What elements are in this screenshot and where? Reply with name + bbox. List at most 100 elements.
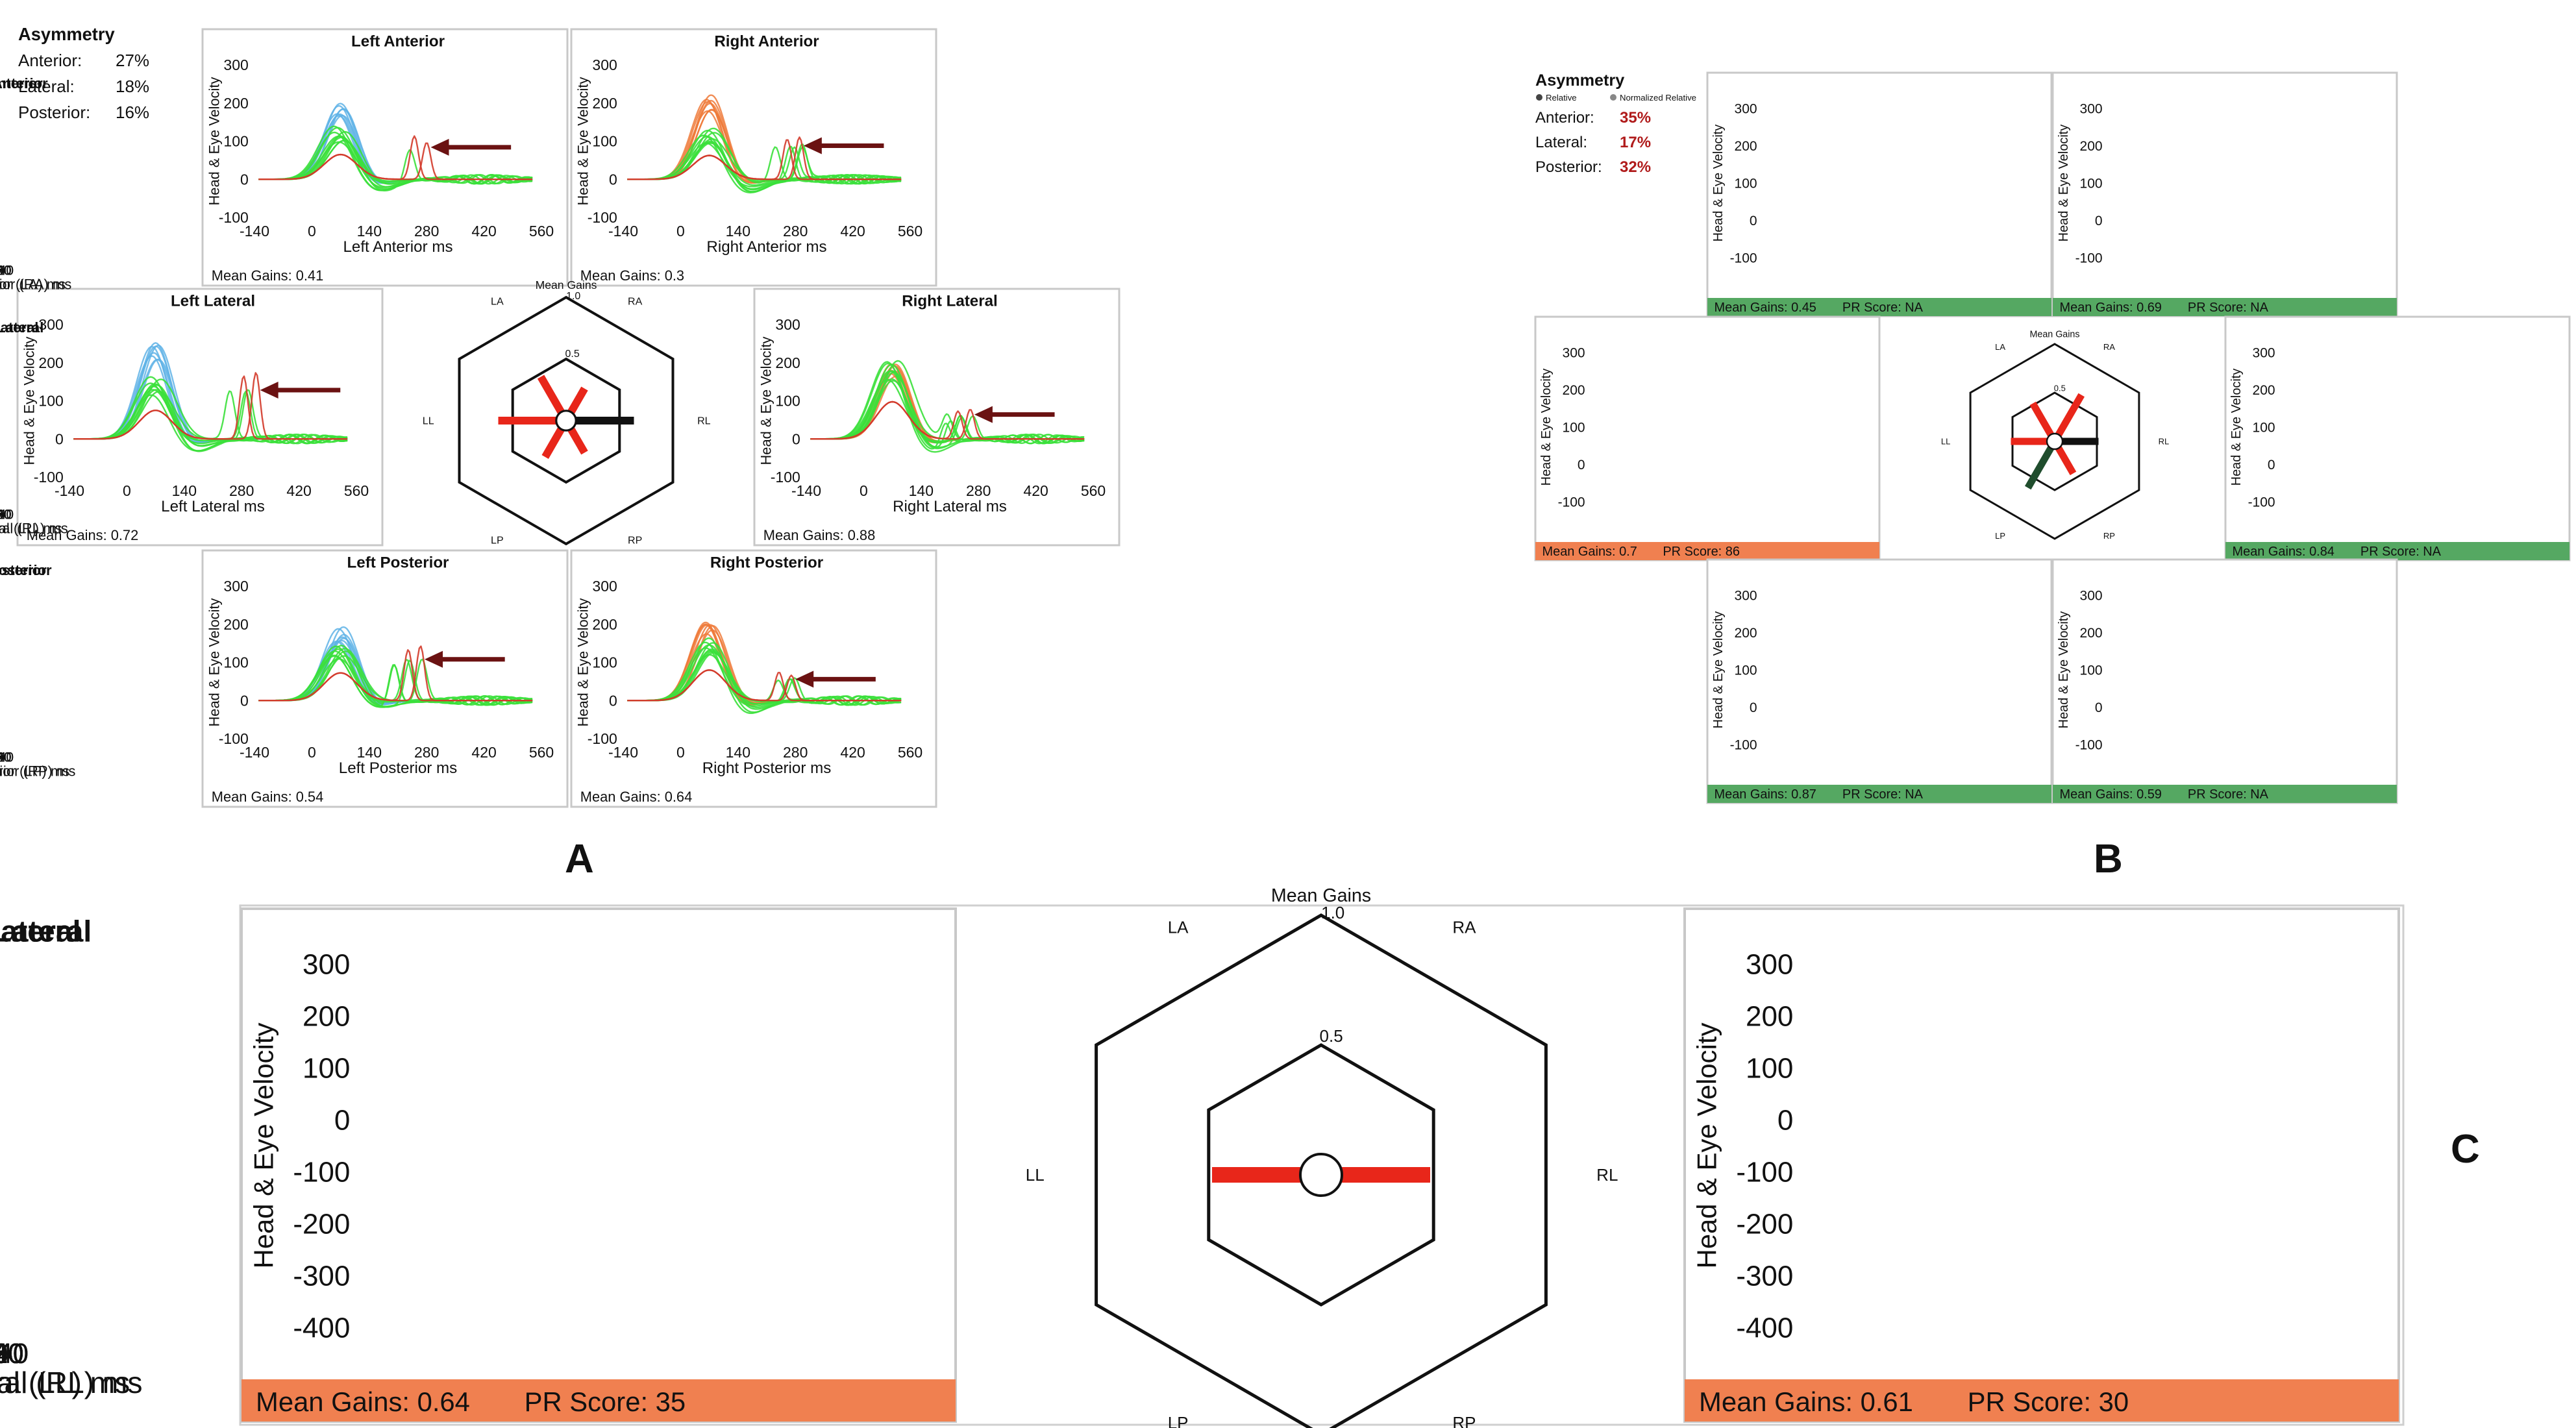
y-tick-label: 100 xyxy=(2080,176,2103,191)
radar-axis-label-la: LA xyxy=(1995,342,2005,352)
x-tick-label: 420 xyxy=(286,482,311,499)
radar-axis-label-la: LA xyxy=(1168,917,1189,937)
asymmetry-row-label: Lateral: xyxy=(1535,134,1587,151)
radar-tick-outer: 1.0 xyxy=(1321,903,1344,922)
plot-title: Right Posterior xyxy=(0,562,52,578)
x-axis-label: Right Posterior (RP) ms xyxy=(0,763,75,779)
y-tick-label: 0 xyxy=(334,1104,350,1136)
y-tick-label: 300 xyxy=(1563,345,1585,360)
y-tick-label: -100 xyxy=(1730,737,1757,752)
x-tick-label: 280 xyxy=(414,223,439,240)
x-tick-label: -140 xyxy=(0,507,14,522)
y-tick-label: 300 xyxy=(223,56,248,73)
y-tick-label: -100 xyxy=(2248,495,2275,510)
plot-c-rl: Right Lateral Head & Eye Velocity 300 200 10… xyxy=(0,909,2400,1423)
x-tick-label: 0 xyxy=(0,750,4,765)
asymmetry-title: Asymmetry xyxy=(18,24,116,44)
x-tick-label: 420 xyxy=(0,263,12,278)
radar-tick-inner: 0.5 xyxy=(565,349,579,360)
x-axis-label: Left Posterior ms xyxy=(339,759,457,777)
x-tick-label: 0 xyxy=(0,507,4,522)
y-tick-label: 200 xyxy=(303,1000,350,1032)
pr-score-label: PR Score: 86 xyxy=(1663,545,1740,559)
x-axis-label: Right Lateral (RL) ms xyxy=(0,1366,142,1399)
y-tick-label: 100 xyxy=(2080,663,2103,678)
y-tick-label: 200 xyxy=(1746,1000,1793,1032)
x-tick-label: 420 xyxy=(840,223,865,240)
x-tick-label: -140 xyxy=(608,744,638,761)
x-tick-label: 140 xyxy=(0,263,12,278)
x-tick-label: 280 xyxy=(783,744,808,761)
mean-gains-label: Mean Gains: 0.69 xyxy=(2060,301,2162,315)
y-tick-label: 0 xyxy=(609,692,617,709)
eye-trace xyxy=(810,371,1085,448)
arrow-head xyxy=(260,382,279,399)
x-tick-label: 0 xyxy=(0,507,4,522)
radar-gain-bar-la xyxy=(2029,401,2054,437)
plot-frame xyxy=(2051,558,2398,804)
gain-bar xyxy=(2225,542,2570,560)
gain-bar xyxy=(242,1379,956,1422)
x-tick-label: -140 xyxy=(791,482,821,499)
y-tick-label: 100 xyxy=(592,133,617,150)
arrow-head xyxy=(425,650,443,668)
panel-label-a: A xyxy=(565,837,594,881)
x-tick-label: -140 xyxy=(608,223,638,240)
gain-bar xyxy=(1707,298,2051,316)
y-tick-label: 300 xyxy=(592,56,617,73)
asymmetry-legend-relative: Relative xyxy=(1546,93,1577,103)
y-tick-label: -300 xyxy=(293,1260,350,1292)
x-tick-label: 140 xyxy=(357,223,382,240)
y-tick-label: 0 xyxy=(240,171,249,188)
x-tick-label: 420 xyxy=(840,744,865,761)
plot-frame xyxy=(1706,71,2053,317)
y-tick-label: 300 xyxy=(1746,948,1793,980)
radar-title: Mean Gains xyxy=(1271,885,1371,906)
plot-b-la: Left Anterior Head & Eye Velocity 300 200 10… xyxy=(0,71,2053,317)
y-tick-label: 200 xyxy=(2080,139,2103,154)
y-tick-label: 100 xyxy=(1746,1052,1793,1084)
catchup-saccade-trace xyxy=(258,142,533,180)
y-tick-label: 200 xyxy=(223,95,248,112)
y-axis-label: Head & Eye Velocity xyxy=(248,1023,279,1269)
catchup-saccade-trace xyxy=(627,669,902,702)
y-tick-label: -100 xyxy=(2075,251,2103,265)
y-tick-label: -100 xyxy=(771,469,800,486)
x-tick-label: 280 xyxy=(0,750,12,765)
x-tick-label: 0 xyxy=(308,223,316,240)
panel-label-c: C xyxy=(2451,1127,2480,1172)
radar-axis-label-rp: RP xyxy=(1452,1413,1476,1428)
x-tick-label: 280 xyxy=(966,482,991,499)
radar-axis-label-lp: LP xyxy=(1995,531,2005,541)
plot-frame xyxy=(1534,315,1881,561)
y-tick-label: 200 xyxy=(775,354,800,371)
plot-frame xyxy=(201,28,569,287)
y-tick-label: 200 xyxy=(1735,626,1757,641)
arrow-head xyxy=(803,137,822,154)
x-axis-label: Left Anterior (LA) ms xyxy=(0,276,66,292)
x-tick-label: 0 xyxy=(0,263,4,278)
y-tick-label: 300 xyxy=(2253,345,2275,360)
pr-score-label: PR Score: NA xyxy=(1842,301,1924,315)
y-tick-label: 300 xyxy=(592,578,617,595)
y-tick-label: 100 xyxy=(223,654,248,671)
y-tick-label: 0 xyxy=(240,692,249,709)
asymmetry-row-value: 32% xyxy=(1620,158,1651,176)
y-tick-label: 300 xyxy=(775,316,800,333)
x-tick-label: 280 xyxy=(229,482,254,499)
y-tick-label: -200 xyxy=(293,1208,350,1240)
plot-title: Right Lateral xyxy=(902,292,998,310)
x-tick-label: 560 xyxy=(0,507,12,522)
radar-axis-label-ra: RA xyxy=(1452,917,1476,937)
traces xyxy=(73,342,348,452)
x-axis-label: Right Anterior (RA) ms xyxy=(0,276,71,292)
y-tick-label: 0 xyxy=(1578,458,1585,473)
asymmetry-title: Asymmetry xyxy=(1535,71,1624,90)
radar-center xyxy=(1299,1153,1343,1197)
eye-trace xyxy=(627,647,902,707)
x-tick-label: 140 xyxy=(0,263,12,278)
legend-dot xyxy=(1536,94,1542,101)
